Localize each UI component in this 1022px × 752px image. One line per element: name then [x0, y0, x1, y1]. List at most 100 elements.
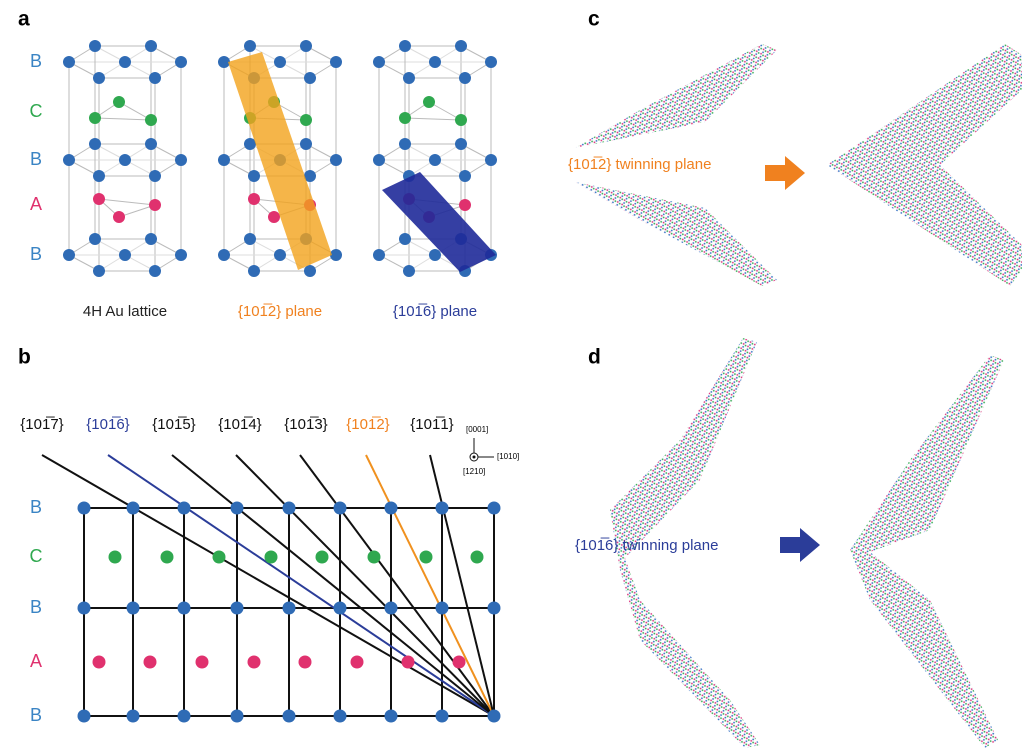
- atom: [218, 249, 230, 261]
- atom: [127, 710, 140, 723]
- atom: [485, 56, 497, 68]
- atom: [283, 710, 296, 723]
- axis-label: [0001]: [466, 425, 488, 434]
- atom: [231, 710, 244, 723]
- atom: [485, 154, 497, 166]
- plane-label: {101̅1}: [410, 416, 453, 433]
- atom: [283, 602, 296, 615]
- atom: [113, 96, 125, 108]
- layer-label: B: [30, 497, 42, 517]
- atom: [244, 40, 256, 52]
- plane-label: {101̅2}: [346, 416, 389, 433]
- atom: [93, 193, 105, 205]
- atom: [175, 249, 187, 261]
- atom: [423, 96, 435, 108]
- atom: [231, 502, 244, 515]
- atom: [283, 502, 296, 515]
- atom: [455, 114, 467, 126]
- plane-label: {101̅4}: [218, 416, 261, 433]
- panel-label: d: [588, 346, 601, 369]
- atom: [334, 710, 347, 723]
- atom: [429, 249, 441, 261]
- atom: [248, 656, 261, 669]
- layer-label: B: [30, 705, 42, 725]
- twinning-label: {101̅6} twinning plane: [575, 537, 718, 554]
- atom: [429, 56, 441, 68]
- atom: [459, 199, 471, 211]
- atom: [399, 40, 411, 52]
- plane-trace: [236, 455, 494, 716]
- atom: [274, 249, 286, 261]
- atom: [161, 551, 174, 564]
- atom: [89, 233, 101, 245]
- atom: [196, 656, 209, 669]
- atom: [144, 656, 157, 669]
- atom: [455, 40, 467, 52]
- atom: [145, 138, 157, 150]
- atom: [89, 40, 101, 52]
- atom: [145, 233, 157, 245]
- layer-label: C: [30, 101, 43, 121]
- layer-label: B: [30, 597, 42, 617]
- arrow: [765, 156, 805, 190]
- atom: [119, 154, 131, 166]
- atom: [178, 710, 191, 723]
- layer-label: B: [30, 149, 42, 169]
- atom: [429, 154, 441, 166]
- atom: [488, 502, 501, 515]
- panel-cd: {101̅2} twinning plane{101̅6} twinning p…: [565, 44, 1022, 748]
- panel-label: c: [588, 8, 600, 31]
- atom: [149, 199, 161, 211]
- atom: [89, 112, 101, 124]
- atom: [488, 602, 501, 615]
- atom: [399, 233, 411, 245]
- panel-label: b: [18, 346, 31, 369]
- atom: [334, 502, 347, 515]
- bond: [99, 199, 155, 205]
- atom: [175, 154, 187, 166]
- bond: [405, 118, 461, 120]
- plane: [228, 52, 332, 270]
- layer-label: B: [30, 51, 42, 71]
- atom: [436, 710, 449, 723]
- panel-label: a: [18, 8, 30, 31]
- atom: [304, 72, 316, 84]
- atom: [488, 710, 501, 723]
- plane-trace: [172, 455, 494, 716]
- atom: [213, 551, 226, 564]
- plane-trace: [430, 455, 494, 716]
- arrow: [780, 528, 820, 562]
- atom: [403, 265, 415, 277]
- atom: [113, 211, 125, 223]
- atom: [149, 265, 161, 277]
- atom: [436, 602, 449, 615]
- axis-label: [1010]: [497, 452, 519, 461]
- atom: [93, 656, 106, 669]
- lattice-caption: 4H Au lattice: [83, 303, 167, 320]
- atom: [300, 114, 312, 126]
- lattice: [218, 40, 342, 277]
- crystal-arm: [575, 182, 777, 286]
- atom: [244, 233, 256, 245]
- atom: [385, 602, 398, 615]
- atom: [268, 211, 280, 223]
- atom: [231, 602, 244, 615]
- axis-out: [473, 456, 476, 459]
- atom: [455, 138, 467, 150]
- atom: [145, 114, 157, 126]
- atom: [274, 56, 286, 68]
- atom: [299, 656, 312, 669]
- plane-trace: [42, 455, 494, 716]
- atom: [93, 265, 105, 277]
- twinned-crystal: [850, 355, 1004, 748]
- layer-label: A: [30, 651, 42, 671]
- atom: [78, 502, 91, 515]
- atom: [248, 265, 260, 277]
- lattice-caption: {101̅2} plane: [238, 303, 322, 320]
- atom: [109, 551, 122, 564]
- atom: [145, 40, 157, 52]
- atom: [119, 249, 131, 261]
- crystal-arm: [575, 44, 777, 148]
- atom: [402, 656, 415, 669]
